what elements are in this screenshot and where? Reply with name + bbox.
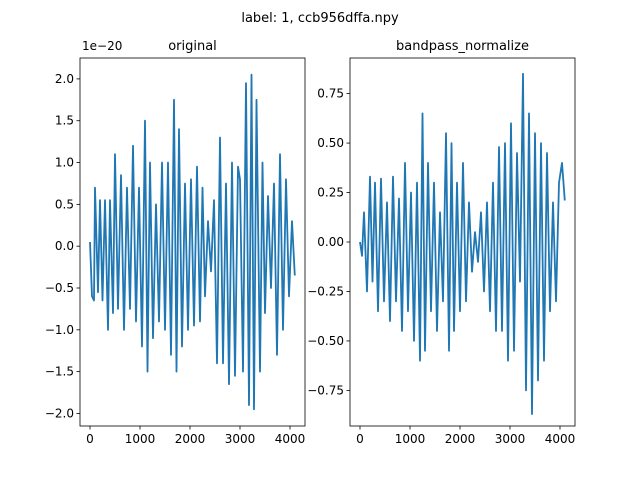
y-tick-label: −0.5 [45, 281, 74, 295]
axes-original: original 1e−20 0 1000 2000 3000 4000 −2.0 −1.5… [45, 39, 306, 446]
x-tick-label: 3000 [225, 432, 256, 446]
series-line-1 [359, 72, 566, 416]
x-tick-label: 2000 [445, 432, 476, 446]
axes-frame [79, 57, 306, 427]
y-tick-label: 0.00 [317, 235, 344, 249]
y-tick-label: 1.0 [55, 156, 74, 170]
x-tick-label: 0 [86, 432, 94, 446]
y-tick-label: −2.0 [45, 406, 74, 420]
axes-title-original: original [168, 39, 217, 54]
x-tick-label: 3000 [495, 432, 526, 446]
series-line-1 [89, 73, 296, 411]
y-tick-label: −0.50 [307, 334, 344, 348]
x-tick-label: 1000 [395, 432, 426, 446]
x-tick-label: 1000 [125, 432, 156, 446]
y-tick-label: 2.0 [55, 72, 74, 86]
y-tick-label: −1.5 [45, 365, 74, 379]
y-tick-label: 0.5 [55, 197, 74, 211]
x-tick-label: 2000 [175, 432, 206, 446]
y-tick-label: 0.50 [317, 136, 344, 150]
axes-bandpass-normalize: bandpass_normalize 0 1000 2000 3000 4000 −0.7… [307, 39, 576, 446]
y-tick-label: 0.25 [317, 186, 344, 200]
y-tick-label: 1.5 [55, 114, 74, 128]
y-tick-label: 0.75 [317, 87, 344, 101]
y-tick-label: 0.0 [55, 239, 74, 253]
y-tick-label: −0.25 [307, 284, 344, 298]
x-tick-label: 4000 [545, 432, 576, 446]
y-tick-label: −1.0 [45, 323, 74, 337]
axes-title-bandpass-normalize: bandpass_normalize [396, 39, 529, 54]
y-tick-label: −0.75 [307, 383, 344, 397]
x-tick-label: 0 [356, 432, 364, 446]
figure-suptitle: label: 1, ccb956dffa.npy [241, 11, 399, 26]
offset-label: 1e−20 [82, 39, 122, 53]
x-tick-label: 4000 [275, 432, 306, 446]
